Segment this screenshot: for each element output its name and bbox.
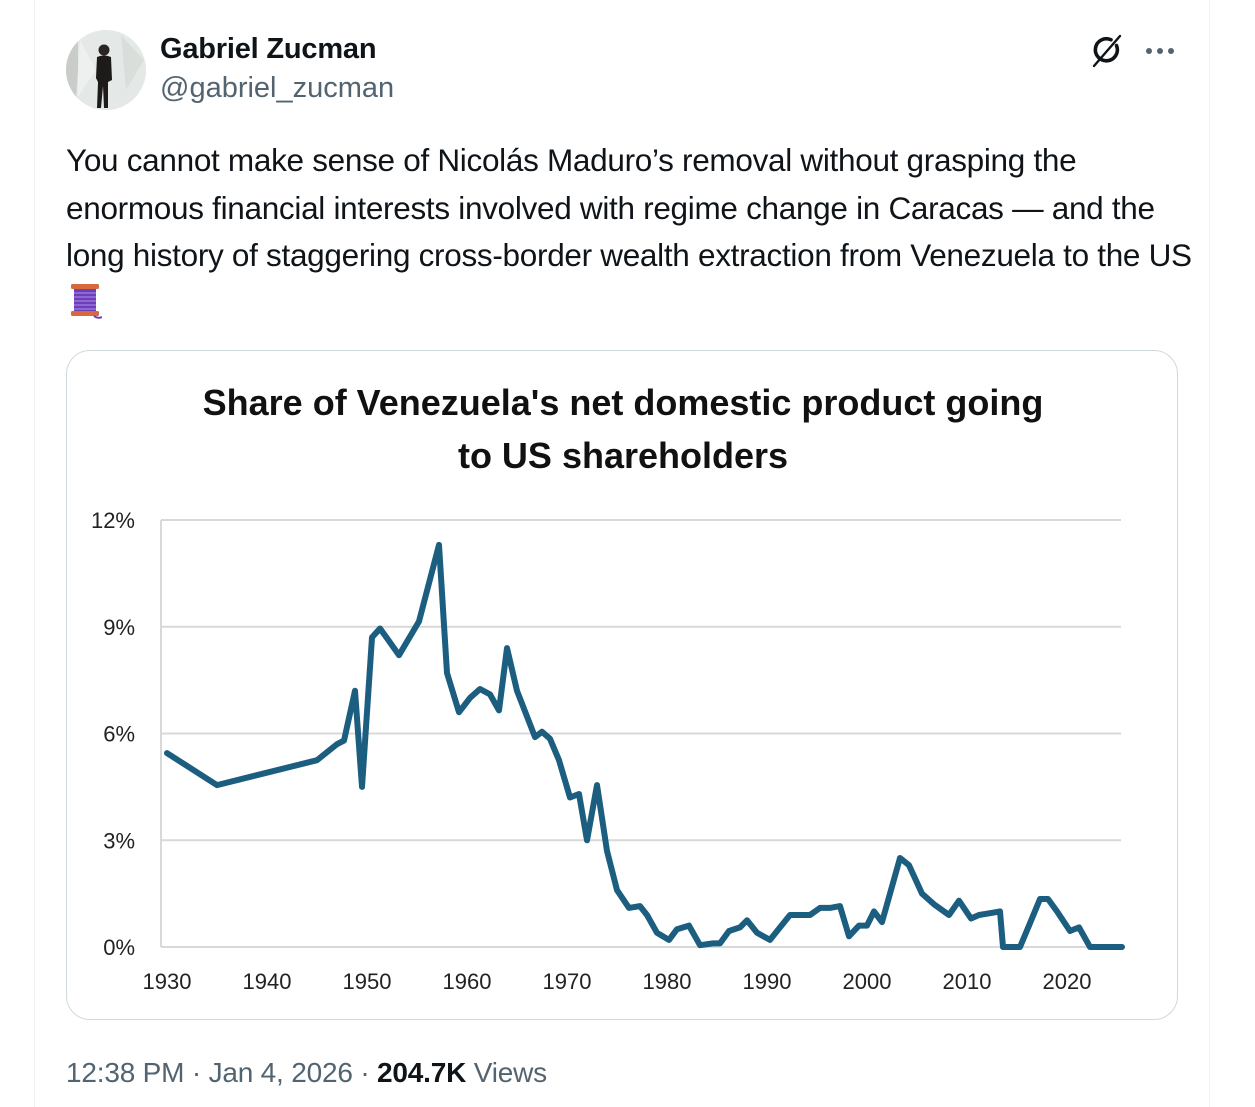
- chart-title-line-1: Share of Venezuela's net domestic produc…: [203, 382, 1044, 423]
- x-tick-label: 1970: [543, 969, 592, 994]
- series-line-0: [164, 541, 1125, 950]
- post-text: You cannot make sense of Nicolás Maduro’…: [66, 137, 1196, 333]
- y-axis-tick-labels: 0% 3% 6% 9% 12%: [91, 508, 135, 960]
- post-metadata: 12:38 PM · Jan 4, 2026 · 204.7K Views: [66, 1057, 547, 1089]
- grok-icon[interactable]: [1089, 33, 1125, 69]
- series-layer: [164, 541, 1125, 950]
- views-label: Views: [473, 1057, 547, 1088]
- dot: [1157, 48, 1163, 54]
- avatar[interactable]: [66, 30, 146, 110]
- author-display-name[interactable]: Gabriel Zucman: [160, 33, 377, 65]
- x-tick-label: 1990: [743, 969, 792, 994]
- post-date[interactable]: Jan 4, 2026: [208, 1057, 353, 1088]
- y-tick-label: 0%: [103, 935, 135, 960]
- y-tick-label: 6%: [103, 722, 135, 747]
- dot: [1146, 48, 1152, 54]
- spool-of-thread-emoji-icon: [68, 282, 103, 334]
- x-tick-label: 1930: [143, 969, 192, 994]
- post-time[interactable]: 12:38 PM: [66, 1057, 185, 1088]
- x-tick-label: 2020: [1043, 969, 1092, 994]
- x-tick-label: 2000: [843, 969, 892, 994]
- y-tick-label: 9%: [103, 615, 135, 640]
- meta-separator: ·: [360, 1057, 370, 1088]
- x-tick-label: 2010: [943, 969, 992, 994]
- x-tick-label: 1960: [443, 969, 492, 994]
- profile-photo-icon: [66, 30, 146, 110]
- author-handle[interactable]: @gabriel_zucman: [160, 72, 395, 104]
- x-tick-label: 1950: [343, 969, 392, 994]
- x-tick-label: 1940: [243, 969, 292, 994]
- x-axis-tick-labels: 1930 1940 1950 1960 1970 1980 1990 2000 2010 2020: [143, 969, 1092, 994]
- tweet-container: [34, 0, 1210, 1107]
- grid-lines: [161, 519, 1121, 948]
- post-text-content: You cannot make sense of Nicolás Maduro’…: [66, 142, 1192, 273]
- dot: [1168, 48, 1174, 54]
- more-options-icon[interactable]: [1142, 36, 1178, 66]
- views-count: 204.7K: [377, 1057, 467, 1088]
- line-chart: Share of Venezuela's net domestic produc…: [91, 382, 1125, 994]
- x-tick-label: 1980: [643, 969, 692, 994]
- chart-card[interactable]: Share of Venezuela's net domestic produc…: [66, 350, 1178, 1020]
- chart-title-line-2: to US shareholders: [458, 435, 788, 476]
- y-tick-label: 3%: [103, 828, 135, 853]
- y-tick-label: 12%: [91, 508, 135, 533]
- meta-separator: ·: [191, 1057, 201, 1088]
